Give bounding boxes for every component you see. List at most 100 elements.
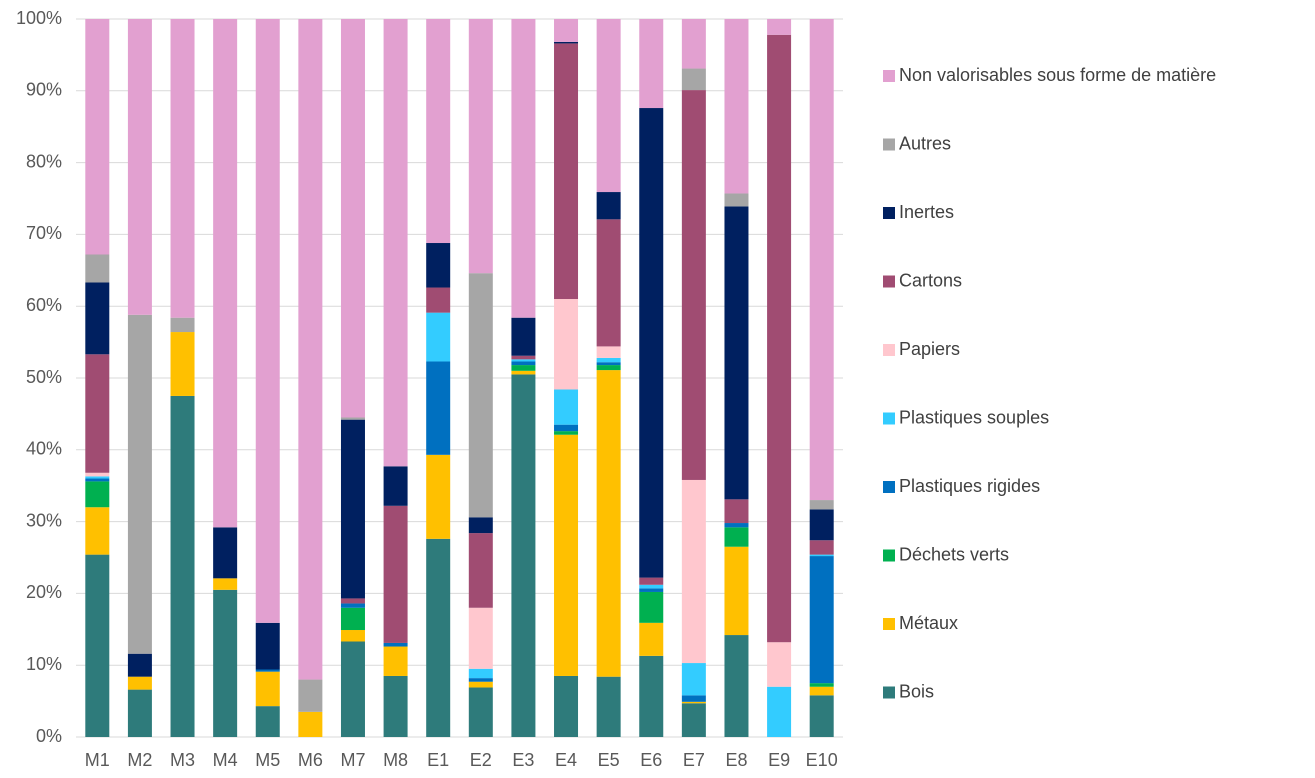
bar-segment [255,669,280,672]
bar-segment [511,374,536,737]
bar-segment [596,370,621,677]
bar-segment [554,424,579,432]
bar-segment [639,577,664,585]
x-tick-label: M7 [340,750,365,770]
bar-segment [809,554,834,557]
bar-segment [554,43,579,300]
bar-segment [85,481,110,508]
bar-segment [298,679,323,712]
bar-segment [426,287,451,313]
bar-segment [468,607,493,669]
bar-segment [681,68,706,91]
legend-swatch [883,686,895,699]
y-tick-label: 60% [26,295,62,315]
bar-segment [511,355,536,360]
bar-segment [681,701,706,704]
bar-segment [554,389,579,425]
bar-segment [85,554,110,737]
bar-segment [213,589,238,737]
x-tick-label: E3 [512,750,534,770]
bar-segment [213,578,238,590]
y-tick-label: 70% [26,223,62,243]
bar-segment [809,556,834,684]
bar-segment [724,499,749,524]
bar-segment [511,19,536,318]
bar-segment [340,630,365,642]
legend-label: Plastiques rigides [899,476,1040,496]
bar-segment [809,683,834,687]
x-tick-label: M1 [85,750,110,770]
bar-segment [426,361,451,455]
bar-segment [85,478,110,482]
bar-segment [681,479,706,664]
bar-segment [255,671,280,707]
bar-segment [554,675,579,737]
bar-segment [340,641,365,737]
legend-swatch [883,207,895,219]
legend-swatch [883,70,895,82]
bar-segment [468,533,493,608]
bar-segment [639,655,664,737]
bar-segment [426,312,451,362]
bar-segment [767,19,792,35]
bar-segment [85,476,110,479]
bar-segment [426,19,451,244]
y-tick-label: 0% [36,726,62,746]
y-tick-label: 80% [26,151,62,171]
bar-segment [383,646,408,676]
bar-segment [639,584,664,589]
bar-segment [340,417,365,420]
x-tick-label: E1 [427,750,449,770]
bar-segment [724,546,749,636]
bar-segment [340,419,365,599]
bar-segment [809,500,834,510]
bar-segment [298,19,323,680]
y-tick-label: 30% [26,510,62,530]
legend-label: Déchets verts [899,544,1009,564]
bar-segment [639,108,664,578]
bar-segment [468,517,493,534]
bar-segment [383,675,408,737]
bar-segment [85,282,110,355]
bar-segment [426,243,451,288]
x-tick-label: E7 [683,750,705,770]
bar-segment [554,434,579,676]
legend-label: Plastiques souples [899,407,1049,427]
bar-segment [468,273,493,518]
bar-segment [639,588,664,592]
bar-segment [85,254,110,283]
bar-segment [255,706,280,737]
legend-swatch [883,618,895,630]
bar-segment [596,19,621,193]
x-tick-label: M4 [213,750,238,770]
bar-segment [511,359,536,362]
bar-segment [127,689,152,737]
bar-segment [383,642,408,647]
legend-label: Inertes [899,202,954,222]
legend-swatch [883,344,895,356]
legend-label: Autres [899,133,951,153]
legend-label: Non valorisables sous forme de matière [899,65,1216,85]
legend-swatch [883,549,895,562]
bar-segment [724,206,749,500]
bar-segment [596,192,621,220]
legend-swatch [883,412,895,425]
bar-segment [554,431,579,435]
y-tick-label: 90% [26,80,62,100]
x-tick-label: E9 [768,750,790,770]
x-tick-label: M2 [127,750,152,770]
bar-segment [213,19,238,528]
bar-segment [724,523,749,528]
x-tick-label: M3 [170,750,195,770]
bar-segment [724,193,749,207]
bar-segment [426,538,451,737]
bar-segment [809,19,834,501]
bar-segment [724,635,749,737]
bar-segment [724,527,749,547]
bar-segment [767,642,792,687]
bar-segment [426,454,451,539]
bar-segment [554,299,579,390]
bar-segment [596,357,621,363]
x-tick-label: E10 [806,750,838,770]
